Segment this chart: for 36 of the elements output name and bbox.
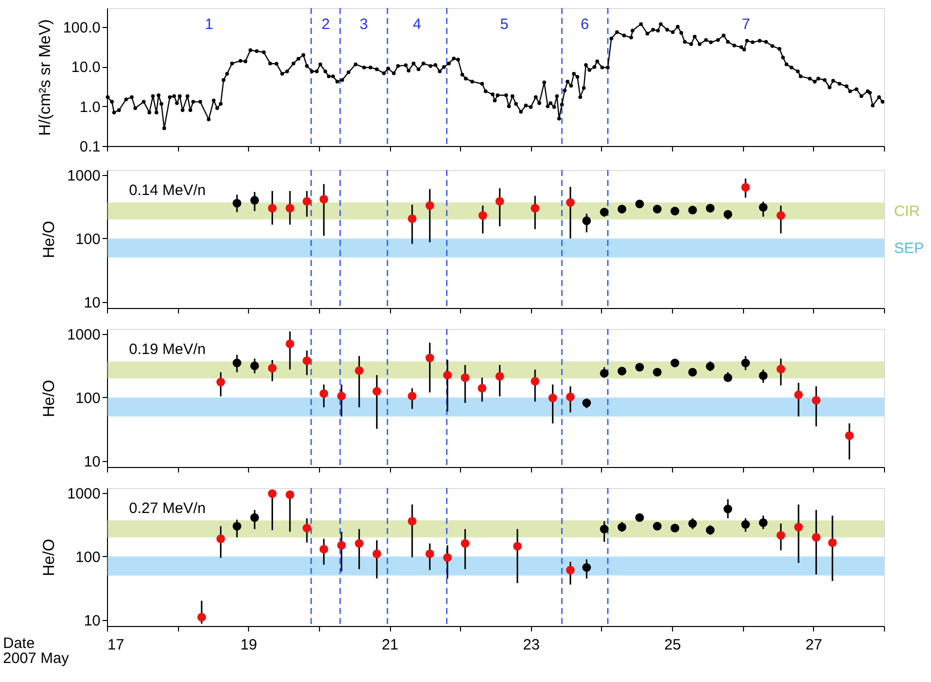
y-tick-label: 100 — [75, 390, 100, 407]
y-axis-title: He/O — [41, 380, 58, 418]
annotation: 7 — [742, 16, 750, 33]
annotation: 4 — [412, 16, 422, 33]
annotation: 3 — [360, 16, 368, 33]
x-tick-label: 27 — [806, 636, 822, 654]
x-tick-label: 21 — [382, 636, 398, 654]
x-axis-title: Date 2007 May — [3, 635, 70, 667]
y-tick-label: 10 — [84, 294, 100, 312]
band-label: SEP — [894, 240, 924, 257]
y-axis-title: He/O — [41, 538, 58, 576]
y-tick-label: 100 — [75, 230, 100, 248]
y-tick-label: 1000 — [67, 326, 100, 344]
y-tick-label: 10 — [84, 612, 100, 630]
annotation: 0.19 MeV/n — [129, 341, 206, 358]
annotation: 0.14 MeV/n — [129, 182, 206, 199]
x-tick-label: 17 — [108, 636, 124, 654]
x-tick-label: 23 — [522, 636, 540, 654]
y-tick-label: 100 — [75, 548, 100, 566]
annotation: 6 — [580, 16, 590, 33]
annotation: 2 — [321, 16, 330, 33]
y-tick-label: 1.0 — [80, 98, 100, 116]
y-axis-title: He/O — [41, 220, 58, 258]
x-tick-label: 19 — [240, 636, 258, 654]
y-tick-label: 1000 — [67, 486, 100, 503]
y-tick-label: 10.0 — [71, 59, 100, 76]
annotation: 1 — [204, 16, 214, 33]
x-tick-label: 25 — [664, 636, 681, 654]
y-tick-label: 0.1 — [80, 138, 100, 156]
annotation: 0.27 MeV/n — [129, 500, 206, 517]
y-axis-title: H/(cm²s sr MeV) — [36, 19, 54, 136]
y-tick-label: 10 — [84, 453, 100, 470]
y-tick-label: 1000 — [67, 168, 100, 185]
band-label: CIR — [894, 202, 920, 220]
annotation: 5 — [500, 16, 508, 33]
y-tick-label: 100.0 — [62, 19, 100, 36]
